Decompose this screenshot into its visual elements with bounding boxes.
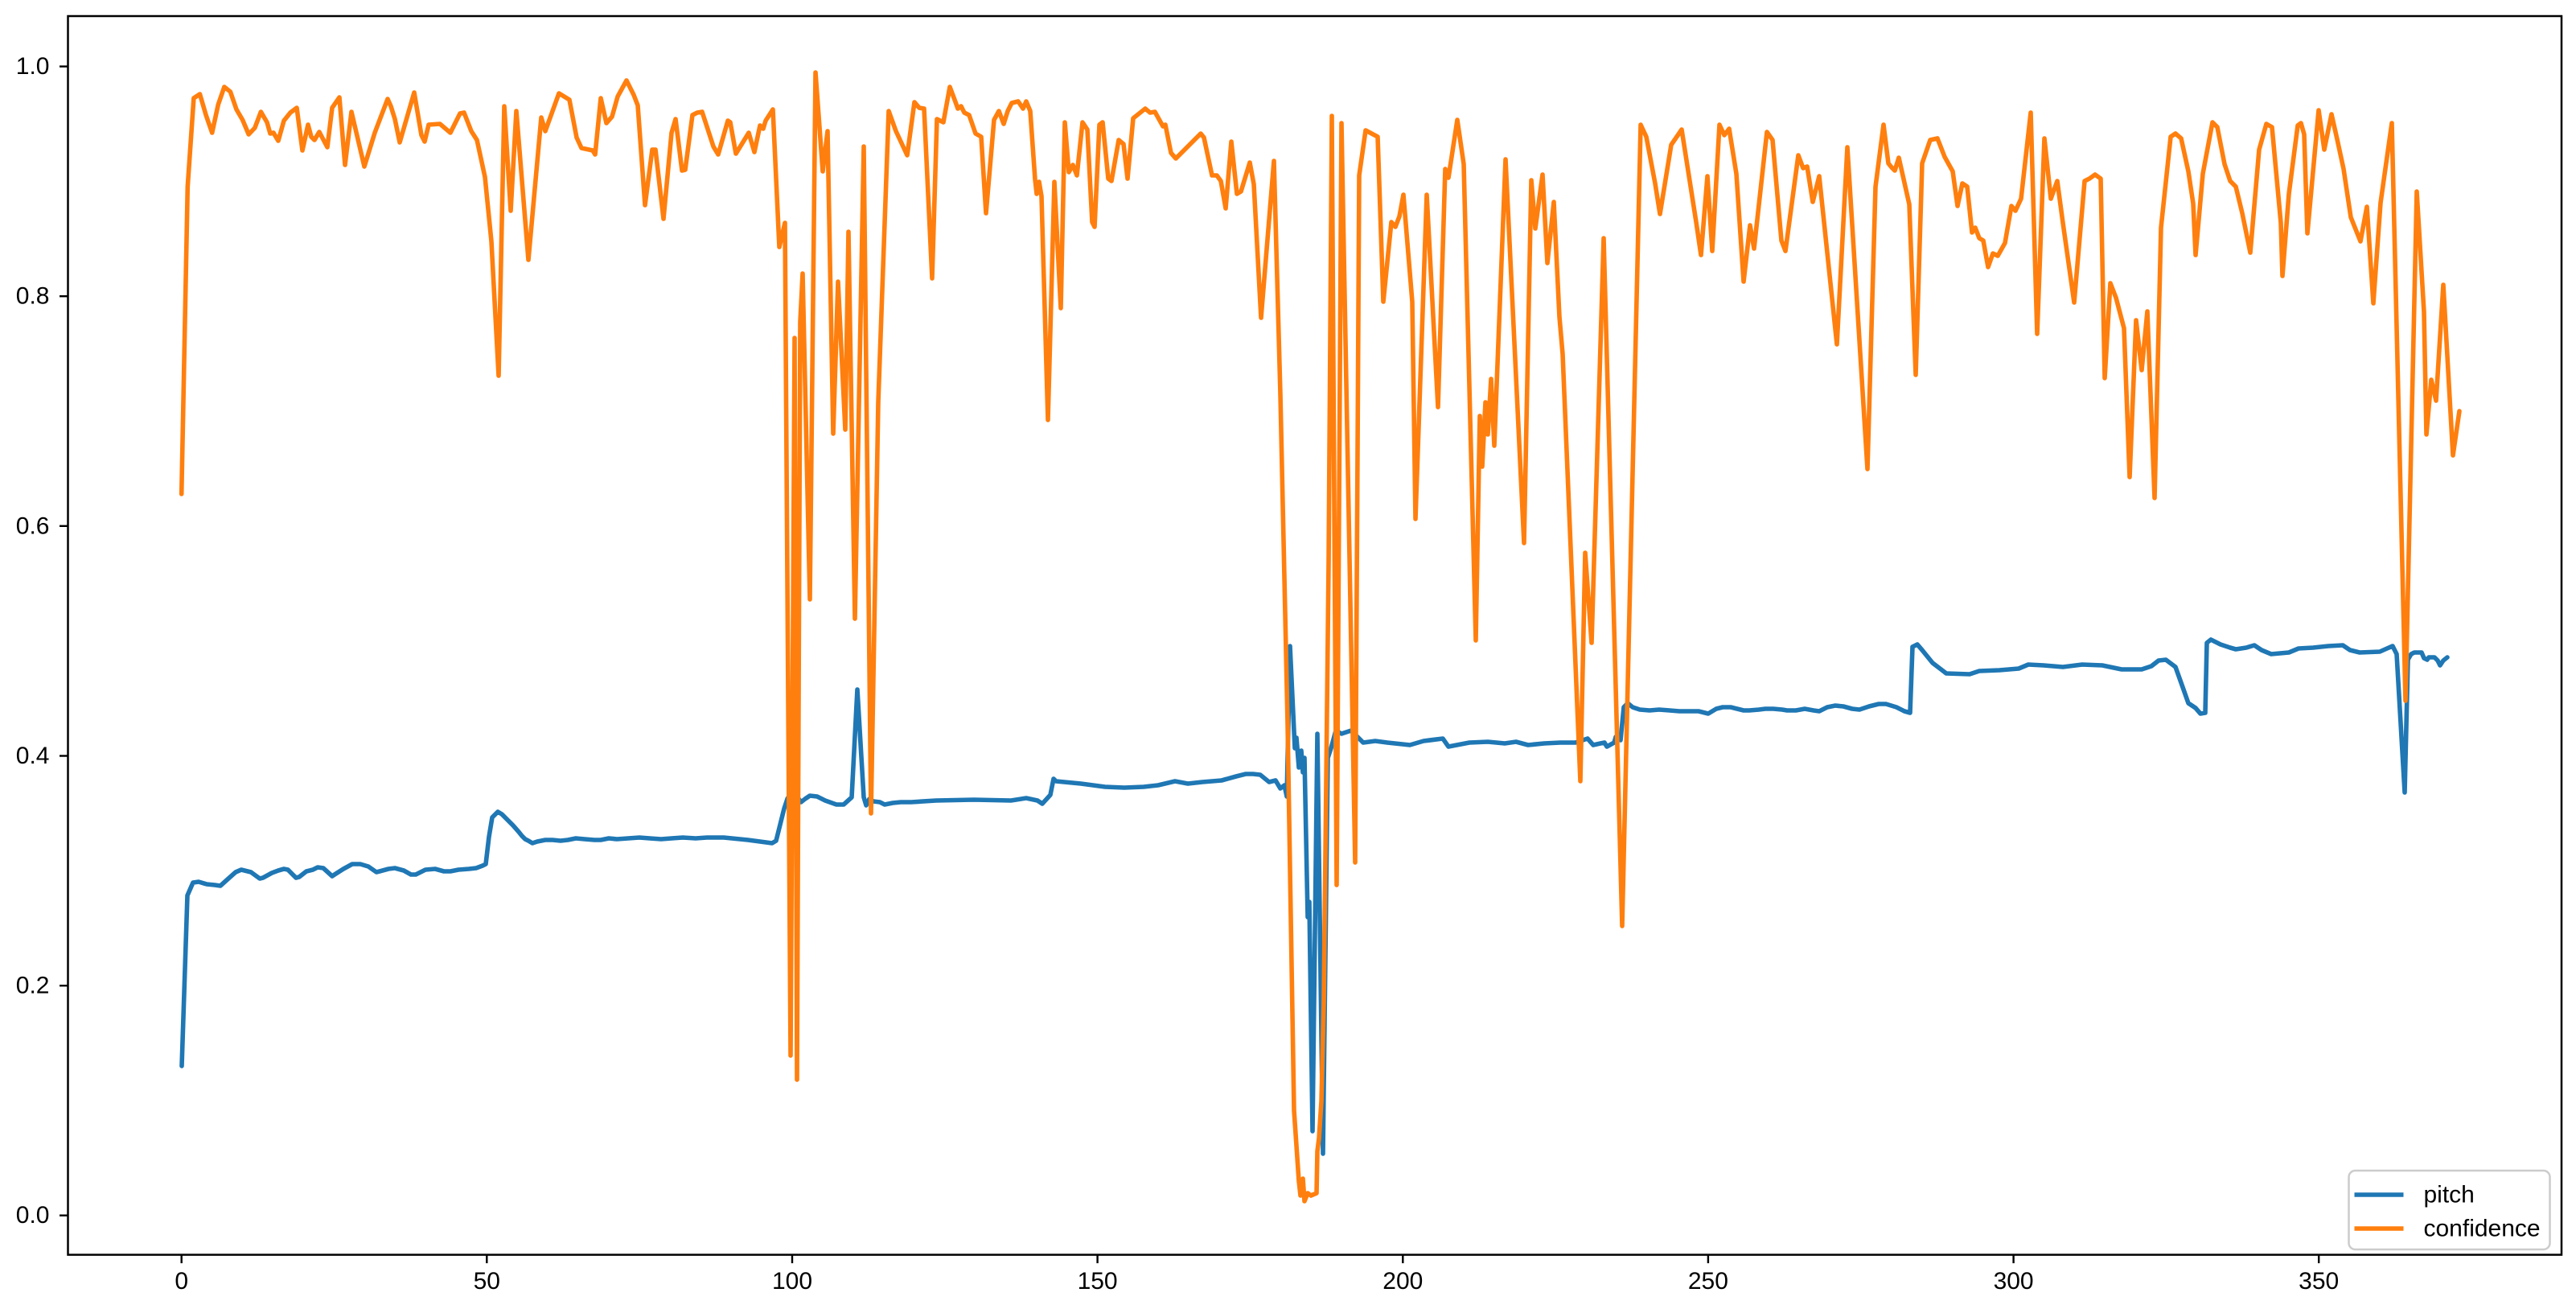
svg-text:200: 200 [1382, 1268, 1423, 1295]
svg-text:0.0: 0.0 [16, 1202, 50, 1229]
svg-text:50: 50 [474, 1268, 500, 1295]
svg-text:0: 0 [175, 1268, 188, 1295]
svg-text:confidence: confidence [2424, 1216, 2541, 1242]
svg-text:0.2: 0.2 [16, 973, 50, 999]
svg-text:0.4: 0.4 [16, 743, 50, 769]
svg-text:pitch: pitch [2424, 1182, 2475, 1208]
svg-text:0.6: 0.6 [16, 512, 50, 539]
svg-text:150: 150 [1078, 1268, 1118, 1295]
svg-text:1.0: 1.0 [16, 53, 50, 80]
svg-text:0.8: 0.8 [16, 283, 50, 310]
svg-text:300: 300 [1994, 1268, 2034, 1295]
svg-text:250: 250 [1688, 1268, 1728, 1295]
svg-text:100: 100 [772, 1268, 812, 1295]
svg-text:350: 350 [2299, 1268, 2339, 1295]
